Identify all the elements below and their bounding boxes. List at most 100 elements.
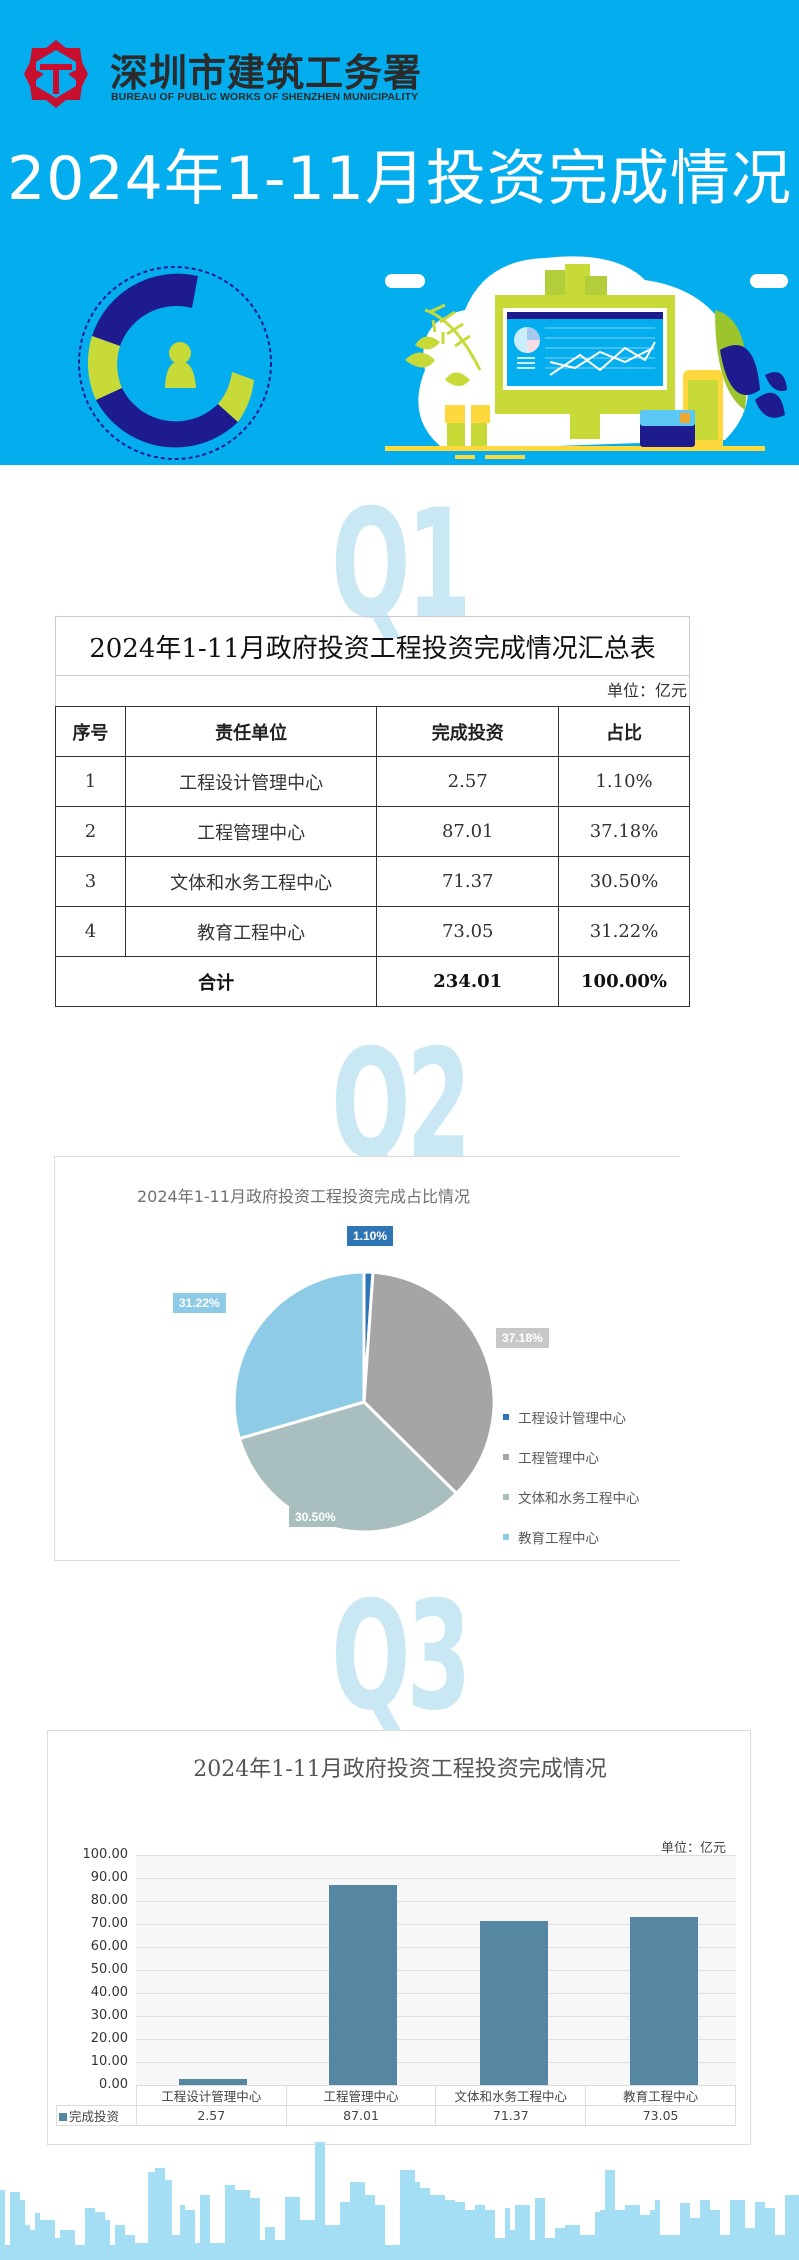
- header-index: 序号: [55, 706, 126, 757]
- brand-name-cn: 深圳市建筑工务署: [110, 51, 423, 95]
- pie-chart: [232, 1270, 496, 1534]
- bar-chart-card: 2024年1-11月政府投资工程投资完成情况 单位：亿元 100.00 90.0…: [47, 1730, 751, 2145]
- pie-label-design-center: 1.10%: [347, 1226, 394, 1246]
- cell-share: 37.18%: [558, 806, 690, 857]
- summary-table-container: 2024年1-11月政府投资工程投资完成情况汇总表 单位：亿元 序号 责任单位 …: [54, 616, 690, 1007]
- legend-swatch-icon: [503, 1494, 509, 1500]
- table-row: 1 工程设计管理中心 2.57 1.10%: [55, 756, 690, 807]
- bar-chart-title: 2024年1-11月政府投资工程投资完成情况: [193, 1757, 607, 1782]
- y-tick: 0.00: [99, 2077, 128, 2092]
- y-tick: 20.00: [90, 2031, 128, 2046]
- series-name: 完成投资: [69, 2109, 120, 2124]
- y-tick: 80.00: [90, 1893, 128, 1908]
- header-investment: 完成投资: [376, 706, 560, 757]
- table-header-row: 序号 责任单位 完成投资 占比: [55, 706, 690, 757]
- y-tick: 40.00: [90, 1985, 128, 2000]
- cell-unit: 工程设计管理中心: [124, 756, 378, 807]
- legend-label: 工程管理中心: [518, 1451, 599, 1467]
- gridline: [136, 2039, 736, 2040]
- gridline: [136, 1901, 736, 1902]
- gridline: [136, 2016, 736, 2017]
- cell-total-share: 100.00%: [558, 956, 690, 1007]
- series-value: 87.01: [285, 2105, 437, 2126]
- section-marker-q1: Q1: [331, 478, 471, 652]
- series-value: 2.57: [135, 2105, 287, 2126]
- legend-item: 文体和水务工程中心: [503, 1477, 640, 1517]
- cell-total-investment: 234.01: [376, 956, 560, 1007]
- cell-unit: 工程管理中心: [124, 806, 378, 857]
- summary-table-title: 2024年1-11月政府投资工程投资完成情况汇总表: [55, 616, 690, 676]
- data-table-series-row: 完成投资 2.57 87.01 71.37 73.05: [56, 2105, 736, 2126]
- cell-investment: 73.05: [376, 906, 560, 957]
- bar-plot-area: [136, 1855, 736, 2085]
- pie-label-education-center: 31.22%: [173, 1293, 226, 1313]
- cell-share: 1.10%: [558, 756, 690, 807]
- pie-label-engineering-center: 37.18%: [496, 1328, 549, 1348]
- pie-legend: 工程设计管理中心 工程管理中心 文体和水务工程中心 教育工程中心: [503, 1397, 640, 1557]
- header-share: 占比: [558, 706, 690, 757]
- legend-item: 工程设计管理中心: [503, 1397, 640, 1437]
- computer-dashboard-illustration-icon: [385, 256, 788, 459]
- y-tick: 30.00: [90, 2008, 128, 2023]
- cell-share: 31.22%: [558, 906, 690, 957]
- series-name-cell: 完成投资: [56, 2105, 137, 2126]
- y-tick: 90.00: [90, 1870, 128, 1885]
- series-value: 71.37: [435, 2105, 587, 2126]
- series-value: 73.05: [585, 2105, 736, 2126]
- hero-banner: 深圳市建筑工务署 BUREAU OF PUBLIC WORKS OF SHENZ…: [0, 0, 799, 465]
- bar-chart-unit: 单位：亿元: [660, 1841, 726, 1856]
- pie-chart-card: 2024年1-11月政府投资工程投资完成占比情况 1.10% 37.18% 30…: [54, 1156, 680, 1561]
- pie-label-culture-water-center: 30.50%: [289, 1507, 342, 1527]
- table-row: 4 教育工程中心 73.05 31.22%: [55, 906, 690, 957]
- cell-unit: 文体和水务工程中心: [124, 856, 378, 907]
- cell-index: 3: [55, 856, 126, 907]
- y-tick: 70.00: [90, 1916, 128, 1931]
- cell-index: 4: [55, 906, 126, 957]
- legend-item: 教育工程中心: [503, 1517, 640, 1557]
- summary-table: 序号 责任单位 完成投资 占比 1 工程设计管理中心 2.57 1.10% 2 …: [54, 706, 690, 1007]
- bar-education-center: [630, 1917, 698, 2085]
- gridline: [136, 1924, 736, 1925]
- cell-investment: 71.37: [376, 856, 560, 907]
- gridline: [136, 1947, 736, 1948]
- pie-slice-culture-water-center: [237, 1400, 459, 1534]
- bar-engineering-center: [329, 1884, 397, 2085]
- gridline: [136, 1993, 736, 1994]
- legend-label: 工程设计管理中心: [518, 1411, 626, 1427]
- gridline: [136, 1970, 736, 1971]
- legend-swatch-icon: [503, 1454, 509, 1460]
- legend-swatch-icon: [503, 1534, 509, 1540]
- pie-slice-education-center: [232, 1270, 366, 1441]
- gridline: [136, 1878, 736, 1879]
- page-title: 2024年1-11月投资完成情况: [7, 144, 792, 214]
- legend-swatch-icon: [503, 1414, 509, 1420]
- legend-label: 文体和水务工程中心: [518, 1491, 640, 1507]
- table-total-row: 合计 234.01 100.00%: [54, 956, 690, 1007]
- brand-name-en: BUREAU OF PUBLIC WORKS OF SHENZHEN MUNIC…: [111, 91, 419, 103]
- cell-index: 2: [55, 806, 126, 857]
- table-row: 3 文体和水务工程中心 71.37 30.50%: [55, 856, 690, 907]
- table-row: 2 工程管理中心 87.01 37.18%: [55, 806, 690, 857]
- cell-index: 1: [55, 756, 126, 807]
- gridline: [136, 2062, 736, 2063]
- bar-data-table: 工程设计管理中心 工程管理中心 文体和水务工程中心 教育工程中心 完成投资 2.…: [56, 2085, 736, 2126]
- ring-chart-illustration-icon: [78, 266, 272, 460]
- bureau-logo-icon: [24, 40, 88, 108]
- y-tick: 50.00: [90, 1962, 128, 1977]
- section-marker-q2: Q2: [331, 1018, 471, 1192]
- cell-total-label: 合计: [54, 956, 378, 1007]
- cell-investment: 87.01: [376, 806, 560, 857]
- y-tick: 100.00: [82, 1847, 129, 1862]
- legend-label: 教育工程中心: [518, 1531, 599, 1547]
- legend-item: 工程管理中心: [503, 1437, 640, 1477]
- cell-share: 30.50%: [558, 856, 690, 907]
- category-label: 工程管理中心: [285, 2085, 437, 2106]
- category-label: 文体和水务工程中心: [435, 2085, 587, 2106]
- summary-table-unit: 单位：亿元: [55, 676, 690, 706]
- data-table-category-row: 工程设计管理中心 工程管理中心 文体和水务工程中心 教育工程中心: [57, 2085, 736, 2106]
- cell-unit: 教育工程中心: [124, 906, 378, 957]
- header-unit: 责任单位: [124, 706, 378, 757]
- bar-culture-water-center: [480, 1920, 548, 2085]
- pie-slice-engineering-center: [362, 1270, 496, 1496]
- category-label: 工程设计管理中心: [135, 2085, 287, 2106]
